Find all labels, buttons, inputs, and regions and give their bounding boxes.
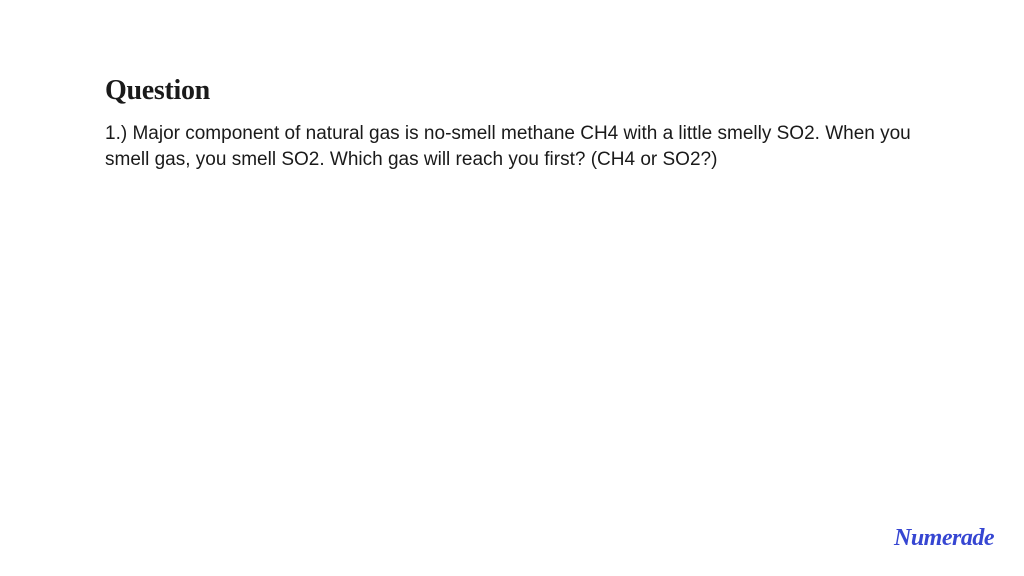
question-heading: Question	[105, 75, 919, 107]
content-area: Question 1.) Major component of natural …	[0, 0, 1024, 172]
numerade-logo: Numerade	[894, 525, 994, 552]
question-body-text: 1.) Major component of natural gas is no…	[105, 121, 919, 172]
